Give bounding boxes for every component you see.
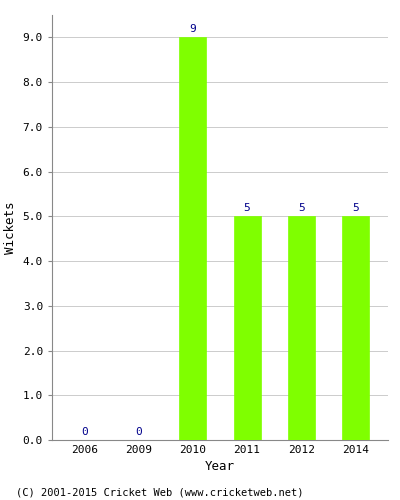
Text: 0: 0: [135, 427, 142, 437]
Text: 5: 5: [352, 203, 359, 213]
Text: (C) 2001-2015 Cricket Web (www.cricketweb.net): (C) 2001-2015 Cricket Web (www.cricketwe…: [16, 488, 304, 498]
Text: 5: 5: [244, 203, 250, 213]
Bar: [288, 216, 315, 440]
Bar: [234, 216, 261, 440]
Text: 5: 5: [298, 203, 305, 213]
Text: 0: 0: [81, 427, 88, 437]
Text: 9: 9: [190, 24, 196, 34]
Bar: [179, 38, 206, 440]
X-axis label: Year: Year: [205, 460, 235, 473]
Bar: [342, 216, 369, 440]
Y-axis label: Wickets: Wickets: [4, 201, 17, 254]
